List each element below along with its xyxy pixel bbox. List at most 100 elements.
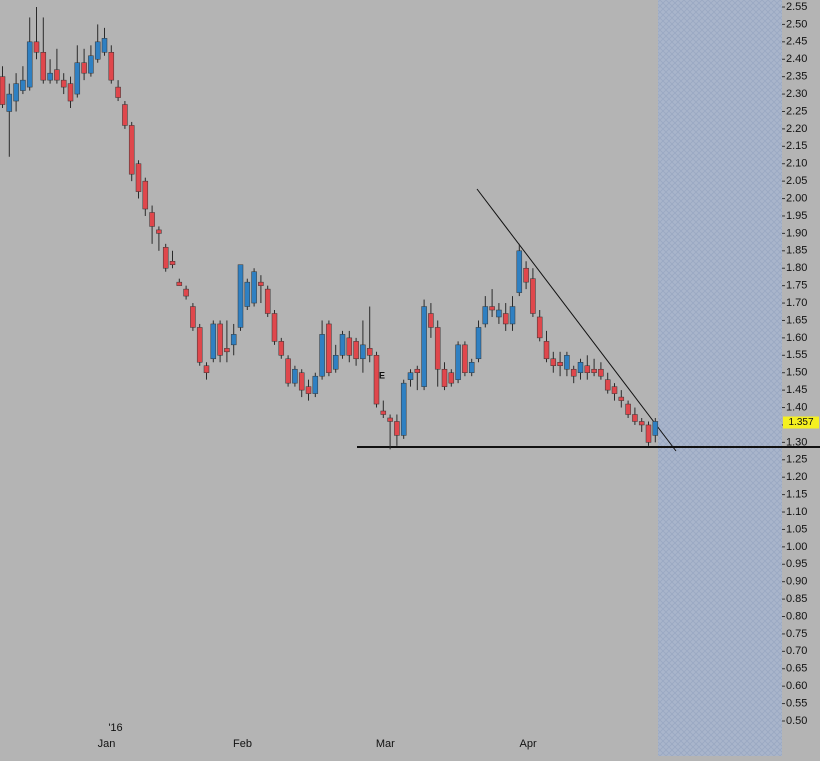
y-tick-label: 1.60 — [786, 332, 807, 344]
y-tick-label: 0.75 — [786, 628, 807, 640]
candle-body — [400, 382, 407, 436]
candle-body — [441, 368, 448, 387]
y-tick-label: 1.75 — [786, 280, 807, 292]
candle-body — [271, 313, 278, 342]
candle-body — [598, 368, 604, 377]
candle-body — [407, 372, 414, 380]
y-tick-label: 1.80 — [786, 262, 807, 274]
candle-body — [40, 52, 47, 81]
y-tick-label: 1.55 — [786, 349, 807, 361]
last-price-box — [783, 416, 819, 429]
candle-body — [217, 323, 223, 356]
x-tick-label: Jan — [98, 738, 116, 750]
candle-body — [319, 334, 325, 377]
candle-body — [196, 327, 203, 363]
y-tick-label: 1.25 — [786, 454, 807, 466]
candle-body — [360, 344, 366, 360]
candle-body — [652, 421, 659, 436]
candle-body — [292, 368, 298, 384]
candle-body — [169, 261, 176, 265]
candle-body — [251, 271, 257, 304]
x-tick-label: Mar — [376, 738, 395, 750]
candle-body — [67, 83, 74, 102]
candle-body — [530, 278, 536, 314]
candle-body — [285, 358, 291, 384]
annotation: E — [379, 370, 385, 380]
candle-body — [13, 83, 19, 102]
candle-body — [258, 281, 264, 286]
candle-body — [509, 306, 516, 325]
candle-body — [339, 334, 346, 356]
y-tick-label: 1.85 — [786, 245, 807, 257]
candle-body — [156, 229, 162, 234]
candle-body — [387, 417, 393, 422]
candle-body — [278, 341, 285, 356]
y-tick-label: 2.20 — [786, 123, 807, 135]
y-tick-label: 1.40 — [786, 401, 807, 413]
y-tick-label: 1.05 — [786, 523, 807, 535]
candle-body — [264, 288, 271, 314]
y-tick-label: 2.05 — [786, 175, 807, 187]
candle-body — [94, 41, 101, 60]
y-tick-label: 2.00 — [786, 192, 807, 204]
candle-body — [20, 79, 26, 91]
candle-body — [162, 247, 169, 269]
candle-body — [346, 337, 353, 356]
y-tick-label: 1.00 — [786, 541, 807, 553]
candle-body — [60, 79, 67, 88]
candle-body — [81, 62, 87, 74]
candle-body — [482, 306, 489, 325]
y-tick-label: 1.95 — [786, 210, 807, 222]
candle-body — [135, 163, 142, 192]
candle-body — [543, 341, 550, 360]
y-tick-label: 0.60 — [786, 680, 807, 692]
candle-body — [305, 386, 312, 394]
candle-body — [380, 410, 387, 415]
candle-body — [373, 355, 380, 405]
y-tick-label: 1.20 — [786, 471, 807, 483]
y-tick-label: 1.30 — [786, 436, 807, 448]
candle-body — [298, 372, 305, 391]
candle-body — [618, 396, 625, 401]
candle-body — [47, 72, 53, 81]
candle-body — [489, 306, 495, 311]
candle-body — [428, 313, 434, 328]
candle-body — [468, 362, 475, 373]
candle-body — [237, 264, 244, 328]
y-tick-label: 2.45 — [786, 36, 807, 48]
candle-body — [523, 267, 529, 283]
y-tick-label: 0.70 — [786, 645, 807, 657]
candle-body — [0, 76, 6, 105]
candle-body — [142, 180, 149, 210]
candle-body — [244, 281, 251, 307]
y-tick-label: 0.65 — [786, 663, 807, 675]
y-tick-label: 1.45 — [786, 384, 807, 396]
candle-body — [101, 38, 108, 53]
y-tick-label: 1.65 — [786, 314, 807, 326]
candle-body — [550, 358, 557, 366]
candle-body — [645, 424, 652, 443]
y-tick-label: 2.55 — [786, 1, 807, 13]
y-tick-label: 1.50 — [786, 367, 807, 379]
candle-body — [230, 334, 237, 346]
candle-body — [564, 355, 570, 370]
y-tick-label: 2.10 — [786, 158, 807, 170]
y-tick-label: 0.50 — [786, 715, 807, 727]
candle-body — [611, 386, 618, 394]
candle-body — [190, 306, 196, 328]
last-price-label: 1.357 — [788, 417, 813, 428]
x-tick-label: Apr — [520, 738, 537, 750]
y-tick-label: 1.10 — [786, 506, 807, 518]
y-tick-label: 0.85 — [786, 593, 807, 605]
candle-body — [475, 327, 482, 360]
candle-body — [176, 281, 183, 286]
y-tick-label: 2.15 — [786, 140, 807, 152]
y-tick-label: 0.55 — [786, 697, 807, 709]
candle-body — [502, 313, 509, 325]
candle-body — [122, 104, 128, 126]
trend-line — [476, 188, 677, 452]
y-tick-label: 0.95 — [786, 558, 807, 570]
candle-body — [115, 86, 121, 98]
candle-body — [557, 362, 563, 366]
candle-body — [149, 212, 155, 227]
